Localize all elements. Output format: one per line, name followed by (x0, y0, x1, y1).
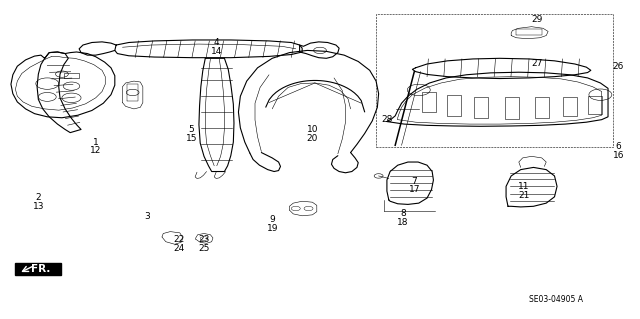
Text: SE03-04905 A: SE03-04905 A (529, 295, 583, 304)
Text: 20: 20 (307, 134, 318, 143)
Text: 12: 12 (90, 146, 101, 155)
Text: 11: 11 (518, 182, 530, 191)
Text: 16: 16 (612, 151, 624, 160)
Text: FR.: FR. (31, 264, 51, 274)
Text: 13: 13 (33, 202, 44, 211)
Text: 9: 9 (269, 215, 275, 224)
Bar (588, 96, 602, 114)
Bar (536, 97, 549, 118)
Bar (505, 97, 519, 119)
Bar (422, 92, 436, 112)
Text: 19: 19 (266, 224, 278, 233)
Text: 6: 6 (615, 142, 621, 151)
Text: 18: 18 (397, 218, 408, 226)
Text: 17: 17 (408, 185, 420, 194)
FancyBboxPatch shape (15, 263, 61, 275)
Text: 10: 10 (307, 125, 318, 134)
Text: 24: 24 (173, 243, 184, 253)
Text: 5: 5 (188, 125, 194, 134)
Text: 1: 1 (93, 137, 99, 147)
Text: 29: 29 (531, 15, 542, 24)
Text: 28: 28 (381, 115, 392, 124)
Bar (474, 97, 488, 118)
Text: 14: 14 (211, 47, 223, 56)
Bar (447, 95, 461, 116)
Text: 2: 2 (36, 193, 41, 202)
Text: 4: 4 (214, 38, 220, 47)
Text: 25: 25 (198, 243, 210, 253)
Text: 27: 27 (531, 59, 542, 68)
Text: 23: 23 (198, 235, 210, 244)
Text: 3: 3 (144, 212, 150, 221)
Text: 7: 7 (412, 176, 417, 186)
Text: 8: 8 (400, 209, 406, 218)
Text: 22: 22 (173, 235, 184, 244)
Text: 21: 21 (518, 191, 529, 200)
Text: 15: 15 (186, 134, 197, 143)
Bar (563, 97, 577, 116)
Text: 26: 26 (612, 62, 624, 71)
